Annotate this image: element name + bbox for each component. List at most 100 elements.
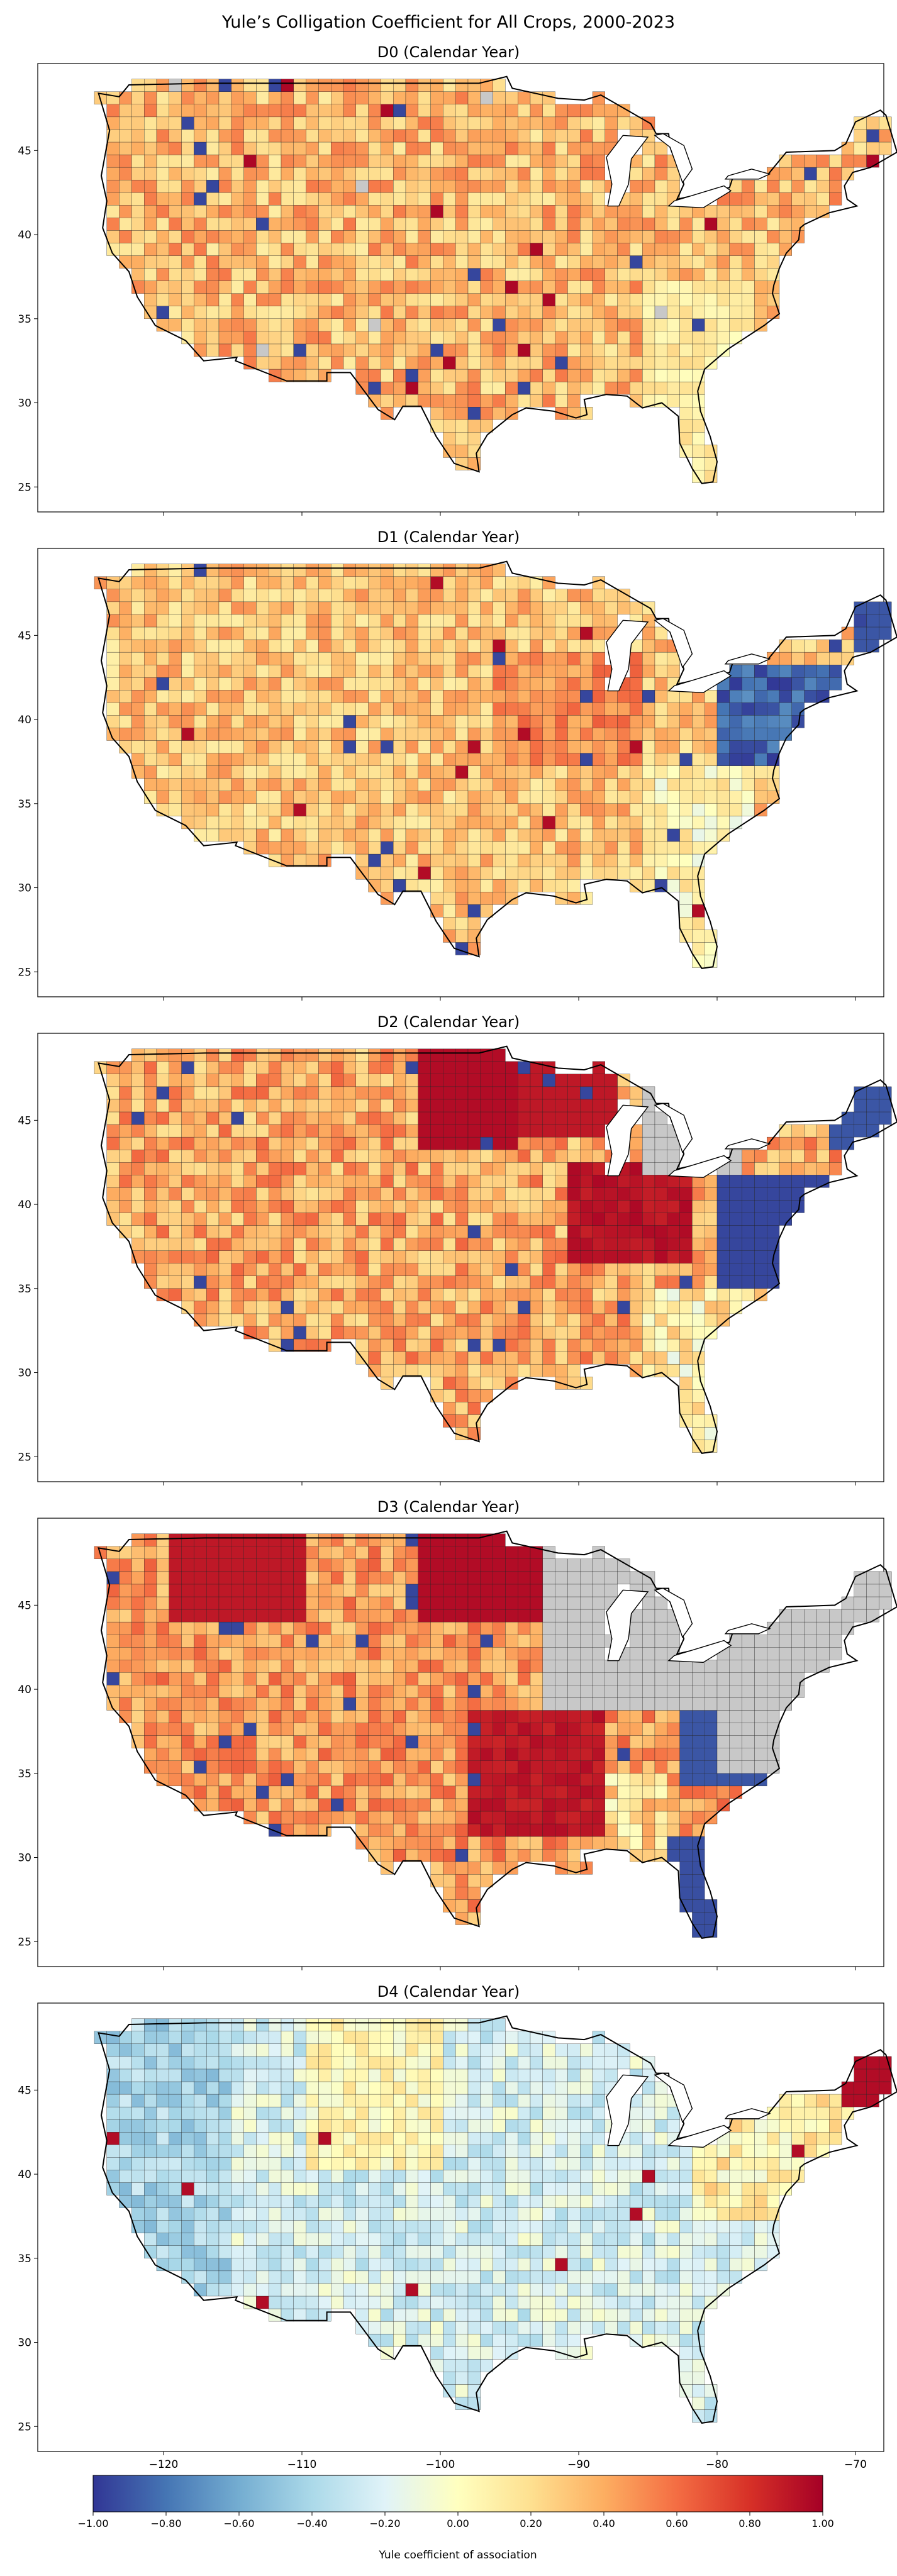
county-cell <box>331 778 344 791</box>
county-cell <box>443 677 456 691</box>
county-cell <box>218 1723 231 1736</box>
county-cell <box>393 1313 406 1327</box>
county-cell <box>418 753 431 766</box>
county-cell <box>169 1187 182 1201</box>
county-cell <box>355 1634 369 1648</box>
county-cell <box>106 230 120 243</box>
county-cell <box>654 369 667 382</box>
lake-outline <box>606 619 649 692</box>
county-cell <box>156 1175 169 1188</box>
county-cell <box>156 1099 169 1113</box>
county-cell <box>243 293 257 306</box>
county-cell <box>630 1288 643 1302</box>
county-cell <box>368 1785 381 1799</box>
county-cell <box>194 1048 207 1062</box>
county-cell <box>281 318 294 332</box>
county-cell <box>256 740 269 753</box>
county-cell <box>256 816 269 830</box>
county-cell <box>679 1773 693 1787</box>
county-cell <box>206 1735 220 1748</box>
county-cell <box>505 1313 518 1327</box>
county-cell <box>791 1149 805 1163</box>
county-cell <box>318 1162 332 1175</box>
county-cell <box>293 652 306 665</box>
county-cell <box>617 268 630 281</box>
county-cell <box>617 841 630 855</box>
county-cell <box>716 268 730 281</box>
county-cell <box>418 1301 431 1314</box>
county-cell <box>692 1798 705 1812</box>
county-cell <box>256 626 269 640</box>
county-cell <box>381 1723 394 1736</box>
county-cell <box>405 690 418 703</box>
county-cell <box>231 154 244 168</box>
county-cell <box>169 154 182 168</box>
county-cell <box>281 715 294 728</box>
county-cell <box>567 179 581 193</box>
county-cell <box>518 589 531 602</box>
county-cell <box>467 879 481 892</box>
county-cell <box>418 1836 431 1850</box>
county-cell <box>106 179 120 193</box>
county-cell <box>405 1313 418 1327</box>
county-cell <box>604 1823 618 1837</box>
county-cell <box>630 816 643 830</box>
county-cell <box>729 1175 742 1188</box>
county-cell <box>580 1672 593 1685</box>
county-cell <box>393 879 406 892</box>
county-cell <box>542 1225 555 1238</box>
county-cell <box>779 230 792 243</box>
county-cell <box>381 1175 394 1188</box>
county-cell <box>530 1798 543 1812</box>
county-cell <box>555 116 568 130</box>
county-cell <box>729 1162 742 1175</box>
county-cell <box>493 589 506 602</box>
county-cell <box>542 626 555 640</box>
county-cell <box>841 639 854 653</box>
county-cell <box>679 1697 693 1711</box>
county-cell <box>592 690 605 703</box>
county-cell <box>318 1584 332 1597</box>
county-cell <box>604 1250 618 1263</box>
county-cell <box>418 318 431 332</box>
county-cell <box>231 1213 244 1226</box>
county-cell <box>405 1338 418 1352</box>
county-cell <box>281 601 294 615</box>
county-cell <box>493 142 506 155</box>
county-cell <box>667 218 680 231</box>
county-cell <box>256 218 269 231</box>
county-cell <box>269 1609 282 1623</box>
county-cell <box>642 1338 655 1352</box>
county-cell <box>393 1338 406 1352</box>
county-cell <box>181 1735 194 1748</box>
county-cell <box>194 1760 207 1774</box>
county-cell <box>480 1099 493 1113</box>
county-cell <box>443 1213 456 1226</box>
county-cell <box>231 1647 244 1660</box>
county-cell <box>692 765 705 779</box>
county-cell <box>243 218 257 231</box>
county-cell <box>393 589 406 602</box>
county-cell <box>318 192 332 206</box>
county-cell <box>393 1697 406 1711</box>
county-cell <box>131 639 145 653</box>
county-cell <box>269 1584 282 1597</box>
county-cell <box>281 255 294 269</box>
county-cell <box>716 1710 730 1723</box>
county-cell <box>381 1798 394 1812</box>
county-cell <box>542 879 555 892</box>
county-cell <box>580 142 593 155</box>
county-cell <box>617 1200 630 1213</box>
county-cell <box>679 1326 693 1340</box>
county-cell <box>467 1584 481 1597</box>
county-cell <box>555 1301 568 1314</box>
county-cell <box>318 306 332 319</box>
county-cell <box>169 142 182 155</box>
county-cell <box>243 1571 257 1585</box>
county-cell <box>567 1213 581 1226</box>
county-cell <box>281 702 294 716</box>
county-cell <box>131 154 145 168</box>
county-cell <box>467 1773 481 1787</box>
county-cell <box>281 1621 294 1635</box>
county-cell <box>381 1848 394 1862</box>
